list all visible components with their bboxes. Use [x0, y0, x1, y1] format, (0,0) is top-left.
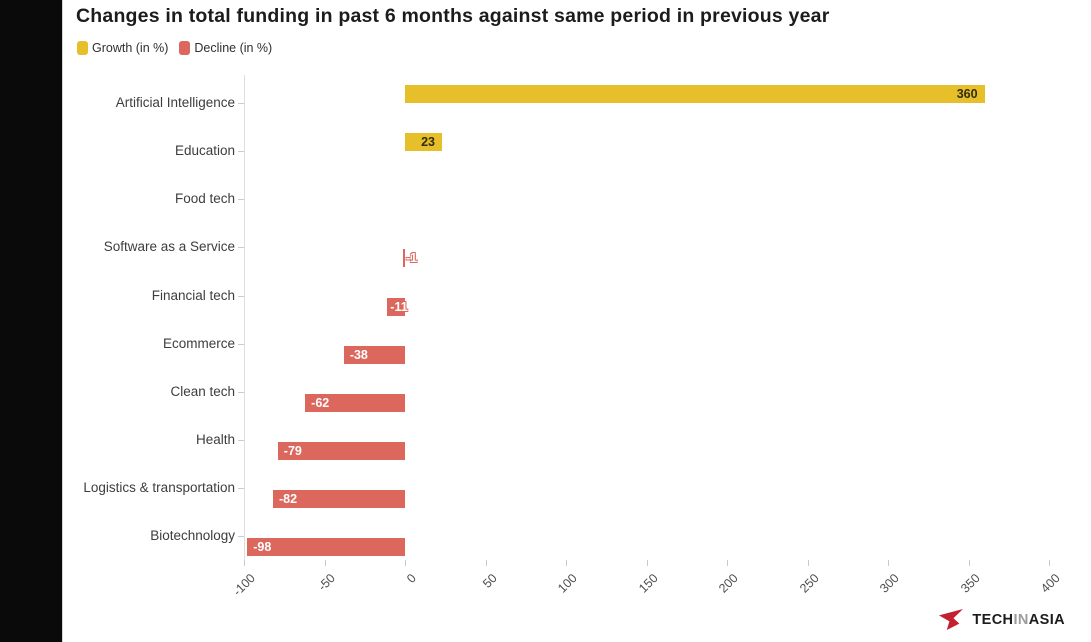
category-tick [238, 199, 244, 201]
x-axis-tick [1049, 560, 1050, 566]
bar-logistics-transportation: -82 [272, 490, 405, 509]
bar-artificial-intelligence: 360 [405, 85, 985, 103]
logo-text-asia: ASIA [1028, 611, 1065, 628]
category-label: Food tech [174, 191, 235, 207]
bar-value-label: -98 [253, 540, 272, 555]
bar-health: -79 [277, 442, 405, 461]
category-label: Financial tech [151, 287, 235, 303]
bar-value-label: -11 [390, 299, 408, 314]
category-label: Health [195, 432, 235, 448]
logo-text: TECHINASIA [972, 612, 1065, 628]
x-axis-tick-label: 400 [1038, 571, 1063, 596]
logo-text-tech: TECH [972, 611, 1014, 628]
bar-education: 23 [405, 133, 443, 152]
x-axis-tick-label: -100 [230, 571, 258, 599]
chart-panel: Changes in total funding in past 6 month… [64, 0, 1091, 642]
bar-biotechnology: -98 [247, 538, 405, 557]
x-axis-tick [968, 560, 970, 566]
x-axis-tick [324, 560, 326, 566]
bar-value-label: -1 [406, 251, 418, 266]
category-label: Software as a Service [103, 239, 235, 255]
decline-swatch-icon [179, 41, 191, 55]
category-tick [238, 440, 244, 442]
legend-item-decline: Decline (in %) [179, 41, 272, 55]
category-label: Logistics & transportation [83, 480, 235, 496]
category-label: Education [174, 143, 235, 159]
bar-value-label: 23 [421, 135, 436, 150]
bar-clean-tech: -62 [305, 393, 405, 412]
category-tick [238, 488, 244, 490]
x-axis-tick-label: -50 [315, 571, 339, 594]
legend-label-growth: Growth (in %) [92, 41, 169, 55]
x-axis-tick [485, 560, 487, 566]
bar-value-label: -38 [349, 347, 368, 362]
chart-title: Changes in total funding in past 6 month… [76, 5, 830, 27]
x-axis-tick [566, 560, 567, 566]
left-black-strip [0, 0, 63, 642]
chart-legend: Growth (in %) Decline (in %) [77, 41, 272, 55]
x-axis-tick [244, 560, 245, 566]
category-tick [238, 103, 244, 104]
logo-text-in: IN [1013, 611, 1029, 628]
legend-item-growth: Growth (in %) [77, 41, 168, 55]
techinasia-logo: TECHINASIA [937, 608, 1065, 631]
bar-value-label: -79 [283, 444, 302, 459]
category-tick [238, 536, 244, 538]
bar-value-label: -82 [278, 492, 298, 507]
bar-ecommerce: -38 [343, 345, 405, 364]
category-label: Clean tech [170, 383, 235, 399]
growth-swatch-icon [77, 41, 88, 55]
bar-financial-tech: -11 [387, 297, 408, 316]
bar-value-label: -62 [311, 395, 330, 410]
x-axis-tick-label: 250 [796, 571, 822, 596]
x-axis-tick-label: 0 [404, 571, 419, 586]
x-axis-tick [646, 560, 648, 566]
plot-area: Artificial Intelligence 360 Education 23 Foo… [64, 0, 1091, 642]
bar-value-label: 360 [956, 87, 978, 101]
x-axis-tick-label: 100 [555, 571, 580, 596]
x-axis-tick-label: 200 [716, 571, 741, 596]
category-tick [238, 391, 244, 393]
techinasia-arrow-icon [939, 609, 964, 630]
category-tick [238, 151, 244, 153]
category-tick [238, 343, 244, 345]
category-label: Artificial Intelligence [115, 95, 235, 110]
x-axis-tick-label: 50 [479, 571, 500, 591]
category-label: Biotechnology [150, 528, 235, 544]
x-axis-tick-label: 350 [957, 571, 983, 596]
x-axis-tick [727, 560, 728, 566]
x-axis-tick [405, 560, 406, 566]
category-label: Ecommerce [162, 335, 235, 351]
legend-label-decline: Decline (in %) [194, 41, 273, 55]
category-tick [238, 295, 244, 297]
x-axis-tick-label: 300 [877, 571, 902, 596]
bar-software-as-a-service: -1 [403, 249, 417, 268]
category-tick [238, 247, 244, 249]
y-axis-line [244, 75, 245, 560]
x-axis-tick [807, 560, 809, 566]
x-axis-tick [888, 560, 889, 566]
x-axis-tick-label: 150 [635, 571, 661, 596]
